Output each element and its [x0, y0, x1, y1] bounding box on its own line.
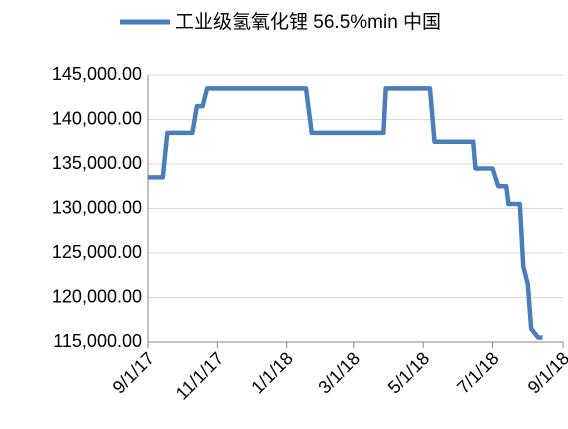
x-tick-label: 9/1/18 — [524, 348, 568, 398]
legend-label: 工业级氢氧化锂 56.5%min 中国 — [175, 11, 441, 33]
y-tick-label: 135,000.00 — [52, 153, 142, 173]
x-tick-label: 11/1/17 — [172, 348, 228, 404]
y-tick-label: 145,000.00 — [52, 64, 142, 84]
x-tick-label: 7/1/18 — [453, 348, 503, 398]
x-tick-label: 3/1/18 — [314, 348, 364, 398]
y-tick-label: 130,000.00 — [52, 197, 142, 217]
y-tick-label: 115,000.00 — [53, 331, 142, 351]
x-tick-label: 1/1/18 — [247, 348, 297, 398]
series-line — [148, 86, 543, 340]
y-tick-label: 125,000.00 — [52, 242, 142, 262]
x-tick-label: 5/1/18 — [384, 348, 434, 398]
x-tick-label: 9/1/17 — [109, 348, 159, 398]
y-tick-label: 140,000.00 — [52, 108, 142, 128]
y-tick-label: 120,000.00 — [52, 286, 142, 306]
